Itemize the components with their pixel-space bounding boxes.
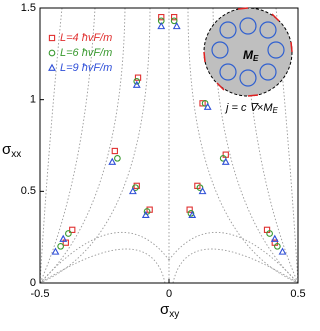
y-tick-label: 0.5 (21, 185, 36, 197)
marker (270, 234, 279, 242)
marker (203, 102, 212, 110)
marker (157, 21, 166, 30)
marker (198, 186, 207, 195)
marker (199, 100, 206, 107)
marker (274, 242, 281, 250)
inset-arrows (203, 7, 293, 97)
formula-text: j = c ∇×M (224, 102, 273, 114)
formula: j = c ∇×ME (224, 102, 278, 115)
marker (69, 226, 76, 233)
legend-label: L=9 ħvF/m (60, 62, 112, 74)
inset-symbol: M (243, 48, 254, 62)
marker (111, 147, 118, 155)
marker (158, 14, 165, 21)
marker (59, 234, 68, 242)
marker (65, 230, 72, 237)
inset-loops (211, 17, 285, 87)
marker (48, 63, 56, 71)
inset: ME j = c ∇×ME (203, 7, 293, 115)
formula-subscript: E (272, 106, 278, 115)
x-tick-label: 0.5 (290, 288, 305, 300)
x-label-text: σ (160, 301, 170, 318)
marker (48, 49, 56, 57)
marker (48, 34, 56, 42)
x-label-subscript: xy (169, 309, 179, 320)
marker (186, 206, 193, 213)
legend-label: L=4 ħvF/m (60, 32, 112, 44)
y-label-text: σ (2, 141, 12, 158)
marker (133, 182, 140, 189)
y-tick-label: 0 (30, 277, 36, 289)
inset-label: ME (243, 48, 259, 63)
marker (51, 247, 60, 255)
y-tick-label: 1 (30, 94, 36, 106)
marker (187, 209, 195, 217)
marker (172, 21, 181, 30)
chart: ME j = c ∇×ME σxy σxx -0.5 0 0.500.511.5L=… (2, 2, 306, 320)
marker (134, 74, 142, 81)
y-axis-label: σxx (2, 141, 21, 160)
marker (171, 14, 178, 21)
inset-subscript: E (253, 54, 259, 63)
marker (133, 77, 141, 85)
x-tick-label: -0.5 (31, 288, 50, 300)
marker (170, 17, 178, 25)
y-label-subscript: xx (11, 149, 21, 160)
marker (57, 242, 64, 250)
marker (266, 230, 273, 237)
marker (188, 210, 197, 219)
marker (108, 157, 117, 165)
marker (128, 186, 137, 195)
marker (132, 80, 141, 88)
marker (221, 157, 230, 165)
marker (278, 247, 287, 255)
marker (114, 154, 121, 162)
y-tick-label: 1.5 (21, 2, 36, 14)
x-tick-label: 0 (166, 288, 172, 300)
legend-label: L=6 ħvF/m (60, 47, 112, 59)
x-axis-label: σxy (160, 301, 179, 320)
marker (141, 210, 150, 219)
